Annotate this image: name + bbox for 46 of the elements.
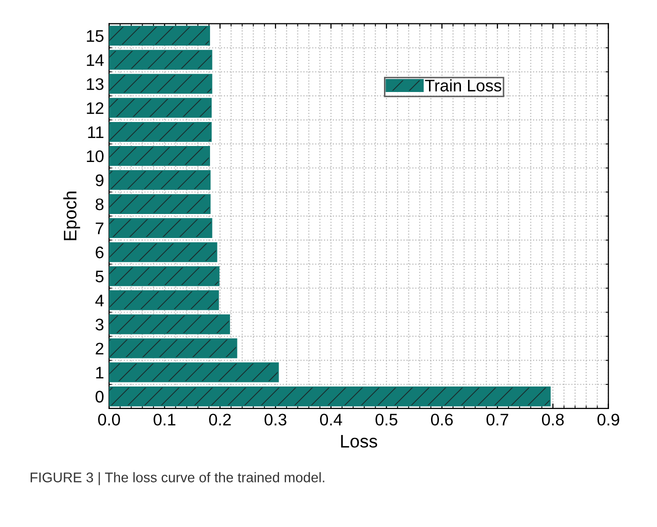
bar (109, 362, 279, 382)
y-tick-label: 5 (96, 270, 104, 282)
y-axis-title: Epoch (63, 192, 80, 240)
y-tick-label: 1 (96, 366, 104, 378)
bar (109, 122, 212, 142)
x-axis-title: Loss (341, 435, 378, 448)
x-tick-label: 0.4 (320, 414, 342, 426)
y-tick-label: 7 (96, 222, 104, 234)
x-tick-label: 0.3 (264, 414, 286, 426)
y-tick-label: 15 (86, 30, 104, 42)
bar (109, 74, 212, 94)
bar (109, 194, 211, 214)
y-tick-label: 9 (96, 174, 104, 186)
y-tick-label: 2 (96, 342, 104, 354)
bar (109, 98, 212, 118)
x-tick-label: 0.5 (376, 414, 398, 426)
y-tick-label: 12 (86, 102, 104, 114)
bar (109, 50, 212, 70)
legend-label: Train Loss (425, 79, 502, 92)
y-tick-label: 13 (86, 78, 104, 90)
bar (109, 290, 219, 310)
x-tick-label: 0.6 (431, 414, 453, 426)
bar (109, 170, 211, 190)
y-tick-label: 3 (96, 318, 104, 330)
x-tick-label: 0.7 (486, 414, 508, 426)
bar (109, 146, 210, 166)
bar (109, 314, 230, 334)
y-tick-label: 14 (86, 54, 104, 66)
y-tick-label: 10 (86, 150, 104, 162)
y-tick-label: 11 (88, 126, 104, 138)
y-tick-label: 0 (96, 390, 104, 403)
x-tick-label: 0.0 (98, 414, 120, 426)
bar (109, 242, 218, 262)
bar (109, 26, 210, 46)
y-tick-label: 8 (96, 198, 104, 210)
bar (109, 218, 212, 238)
bar (109, 338, 238, 358)
y-tick-label: 6 (96, 246, 104, 258)
x-tick-label: 0.1 (154, 414, 176, 426)
bar (109, 386, 551, 406)
caption: FIGURE 3 | The loss curve of the trained model. (30, 472, 324, 486)
y-tick-label: 4 (95, 294, 104, 306)
x-tick-label: 0.9 (597, 414, 620, 426)
x-tick-label: 0.8 (542, 414, 564, 426)
x-tick-label: 0.2 (209, 414, 231, 426)
bar (109, 266, 220, 286)
